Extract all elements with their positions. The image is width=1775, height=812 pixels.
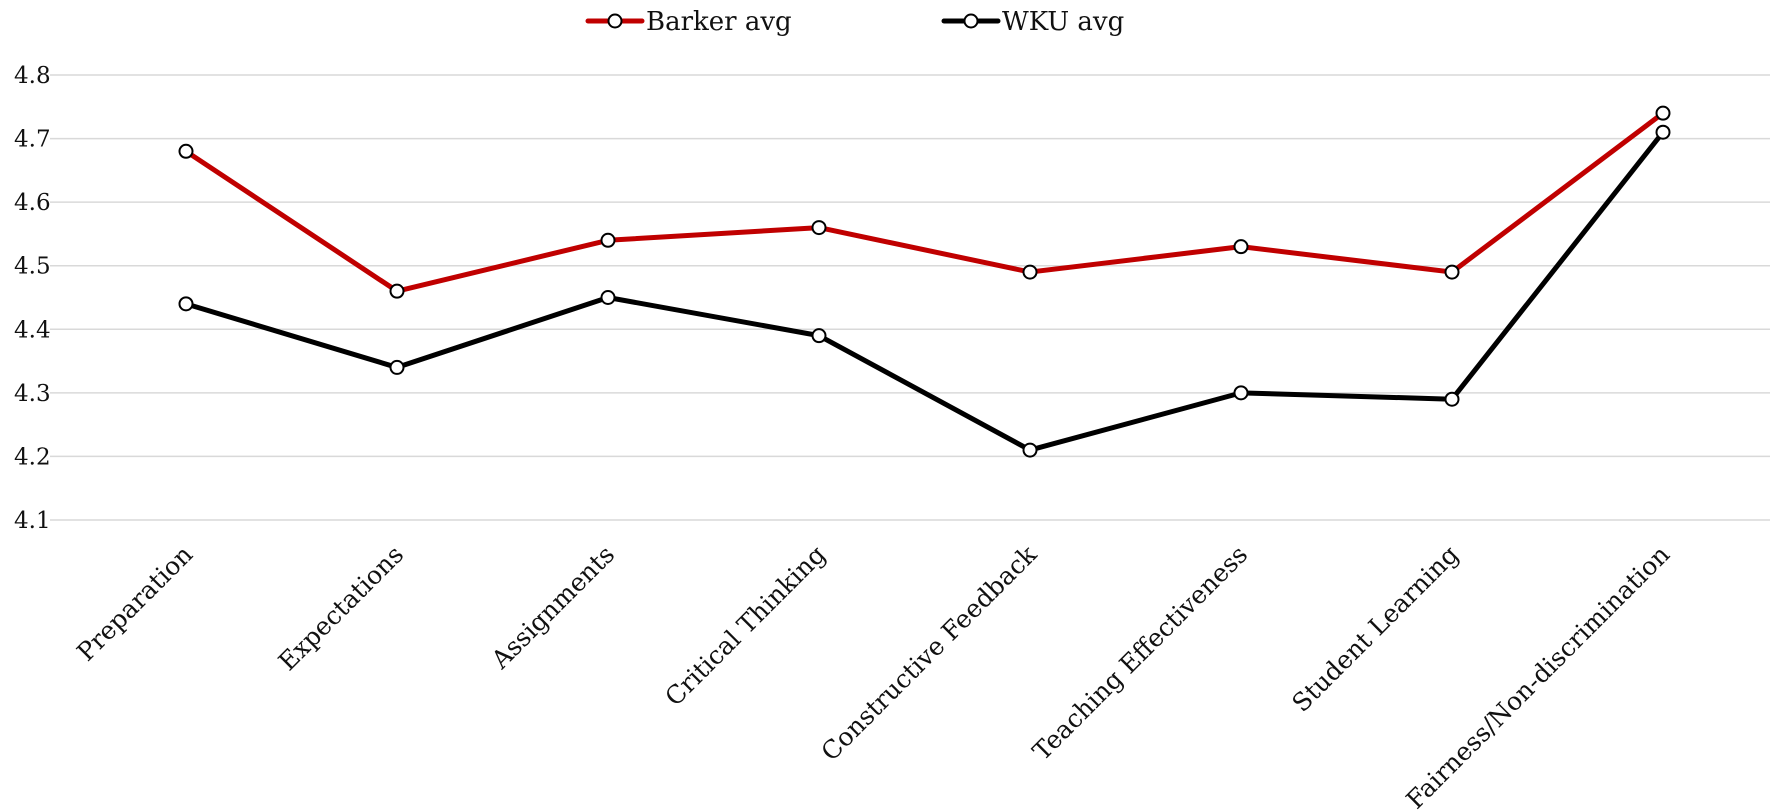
data-point [389, 283, 405, 299]
x-axis: Preparation Expectations Assignments Critic… [71, 539, 1675, 812]
y-axis: 4.1 4.2 4.3 4.4 4.5 4.6 4.7 4.8 [14, 63, 51, 534]
x-tick-label: Critical Thinking [659, 540, 831, 712]
y-tick-label: 4.8 [14, 63, 51, 89]
legend-label: WKU avg [1002, 7, 1124, 37]
series-0 [178, 105, 1671, 299]
y-tick-label: 4.2 [14, 444, 51, 470]
y-tick-label: 4.6 [14, 190, 51, 216]
y-tick-label: 4.5 [14, 254, 51, 280]
data-point [178, 143, 194, 159]
legend-marker [963, 13, 979, 29]
data-point [1022, 442, 1038, 458]
data-point [1022, 264, 1038, 280]
y-tick-label: 4.4 [14, 317, 51, 343]
gridlines [50, 74, 1770, 521]
x-tick-label: Expectations [273, 540, 410, 677]
legend-item: Barker avg [585, 7, 792, 37]
x-tick-label: Preparation [71, 540, 198, 667]
data-point [1655, 124, 1671, 140]
x-tick-label: Student Learning [1286, 540, 1464, 718]
y-tick-label: 4.7 [14, 127, 51, 153]
data-point [178, 296, 194, 312]
data-point [600, 290, 616, 305]
legend-item: WKU avg [941, 7, 1124, 37]
series-1 [178, 124, 1671, 458]
legend-marker [607, 13, 623, 29]
data-point [811, 220, 827, 236]
data-point [1444, 391, 1460, 407]
x-tick-label: Constructive Feedback [815, 539, 1042, 766]
data-point [1233, 239, 1249, 255]
x-tick-label: Assignments [485, 540, 620, 675]
data-point [811, 328, 827, 344]
data-point [1655, 105, 1671, 121]
series-line [183, 110, 1666, 294]
series-line [183, 129, 1666, 453]
x-tick-label: Teaching Effectiveness [1027, 540, 1253, 766]
data-point [389, 359, 405, 375]
legend: Barker avg WKU avg [585, 7, 1124, 37]
y-tick-label: 4.1 [14, 508, 51, 534]
data-point [1444, 264, 1460, 280]
data-point [1233, 385, 1249, 401]
y-tick-label: 4.3 [14, 381, 51, 407]
data-point [600, 232, 616, 248]
series-group [178, 105, 1671, 458]
legend-label: Barker avg [646, 7, 792, 37]
